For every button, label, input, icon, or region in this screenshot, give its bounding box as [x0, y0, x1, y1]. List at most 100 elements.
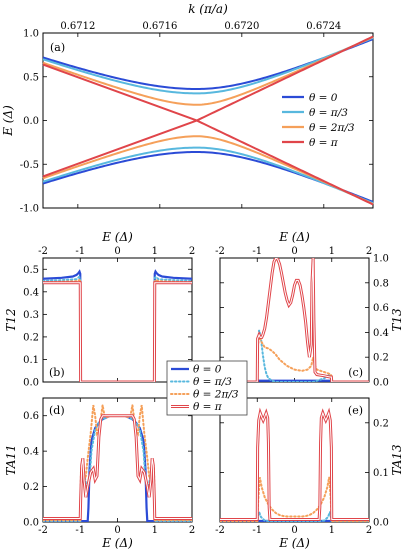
x-tick-label: 2: [366, 525, 372, 536]
legend-label: θ = 2π/3: [193, 389, 239, 401]
shared-legend: θ = 0θ = π/3θ = 2π/3θ = π: [166, 360, 248, 416]
y-tick-label: 1.0: [373, 254, 389, 265]
y-tick-label: 0.2: [23, 332, 39, 343]
x-tick-label: -1: [75, 246, 85, 257]
y-tick-label: 0.2: [373, 418, 389, 429]
series-1: [43, 275, 192, 382]
y-tick-label: 0.0: [373, 518, 389, 529]
y-tick-label: 0.6: [23, 411, 39, 422]
series-line: [43, 278, 192, 382]
x-tick-label: 0: [114, 246, 120, 257]
y-tick-label: 0.0: [23, 378, 39, 389]
x-tick-label: -2: [38, 246, 48, 257]
panel-d: -2 -1 0 1 2 0.0 0.2 0.4 0.6 (d) E (Δ) TA11: [4, 397, 195, 550]
series-line-inner: [220, 411, 369, 521]
panel-c: -2 -1 0 1 2 0.0 0.2 0.4 0.6 0.8 1.0 (c) E (Δ) T13: [215, 230, 404, 389]
series-2: [220, 334, 369, 382]
series-line: [43, 275, 192, 382]
series-line: [43, 414, 192, 520]
legend-label: θ = π/3: [193, 376, 232, 388]
x-tick-label: -2: [38, 525, 48, 536]
y-tick-label: 0.4: [23, 447, 39, 458]
series-line: [220, 407, 369, 522]
legend-label: θ = 0: [193, 364, 222, 376]
y-tick-label: -1.0: [20, 204, 39, 215]
x-tick-label: -1: [75, 525, 85, 536]
y-axis-label: E (Δ): [1, 105, 15, 137]
panel-e: -2 -1 0 1 20.0 0.1 0.2 (e) E (Δ) TA13: [215, 397, 404, 550]
x-axis-label: E (Δ): [278, 536, 310, 550]
band-lower: [42, 146, 374, 205]
x-axis-label: E (Δ): [101, 536, 133, 550]
x-tick-label: -1: [252, 246, 262, 257]
panel-label: (b): [49, 366, 65, 379]
y-tick-label: 0.2: [23, 482, 39, 493]
series-line: [43, 414, 192, 522]
series-1: [43, 414, 192, 522]
legend-label: θ = 2π/3: [309, 122, 355, 134]
x-tick-label: 1: [329, 246, 335, 257]
y-tick-label: -0.5: [20, 160, 39, 171]
series-3: [43, 414, 192, 520]
x-tick-label: 2: [366, 246, 372, 257]
y-tick-label: 0.8: [373, 278, 389, 289]
series-line: [43, 404, 192, 522]
x-tick-label: -1: [252, 525, 262, 536]
x-tick-label: 0.6720: [224, 21, 259, 32]
y-tick-label: 0.6: [373, 303, 389, 314]
y-tick-label: 0.3: [23, 310, 39, 321]
series-line: [43, 414, 192, 522]
x-tick-label: 2: [189, 525, 195, 536]
x-tick-label: 1: [329, 525, 335, 536]
series-2: [220, 477, 369, 522]
x-tick-label: 0: [291, 246, 297, 257]
panel-label: (a): [50, 41, 65, 54]
x-tick-label: -2: [215, 525, 225, 536]
x-axis-label: k (π/a): [188, 2, 228, 16]
panel-frame: [219, 397, 370, 523]
x-tick-label: -2: [215, 246, 225, 257]
x-axis-label: E (Δ): [278, 230, 310, 244]
x-tick-label: 0: [114, 525, 120, 536]
legend-label: θ = π/3: [309, 107, 348, 119]
x-tick-label: 1: [152, 246, 158, 257]
y-tick-label: 0.4: [23, 287, 39, 298]
series-line-inner: [43, 282, 192, 382]
y-axis-label: T13: [390, 308, 404, 332]
panel-b: -2 -1 0 1 2 0.0 0.1 0.2 0.3 0.4 0.5 (b) E (Δ) T12: [4, 230, 195, 389]
y-tick-label: 1.0: [23, 29, 39, 40]
series-0: [43, 269, 192, 382]
y-tick-label: 0.0: [23, 518, 39, 529]
panel-label: (c): [348, 366, 363, 379]
series-line: [220, 477, 369, 522]
y-axis-label: TA11: [4, 444, 18, 475]
band-upper: [42, 63, 374, 206]
series-3: [43, 281, 192, 382]
y-axis-label: T12: [4, 308, 18, 331]
series-line-inner: [220, 258, 369, 382]
panel-label: (d): [49, 404, 65, 417]
y-tick-label: 0.4: [373, 328, 389, 339]
y-tick-label: 0.0: [23, 116, 39, 127]
legend-label: θ = π: [309, 137, 339, 149]
series-line: [43, 269, 192, 382]
band-lower: [42, 35, 374, 178]
x-tick-label: 0.6712: [60, 21, 95, 32]
y-tick-label: 0.5: [23, 265, 39, 276]
legend-label: θ = 0: [309, 92, 338, 104]
y-tick-label: 0.0: [373, 378, 389, 389]
legend-label: θ = π: [193, 401, 223, 413]
x-tick-label: 0.6724: [306, 21, 341, 32]
x-tick-label: 0.6716: [142, 21, 177, 32]
series-3: [220, 407, 369, 522]
panel-label: (e): [348, 404, 363, 417]
y-tick-label: 0.5: [23, 72, 39, 83]
series-line: [220, 334, 369, 382]
y-tick-label: 0.1: [23, 355, 39, 366]
y-axis-label: TA13: [390, 444, 404, 476]
x-tick-label: 1: [152, 525, 158, 536]
x-axis-label: E (Δ): [101, 230, 133, 244]
y-tick-label: 0.1: [373, 468, 389, 479]
band-upper: [42, 36, 374, 95]
